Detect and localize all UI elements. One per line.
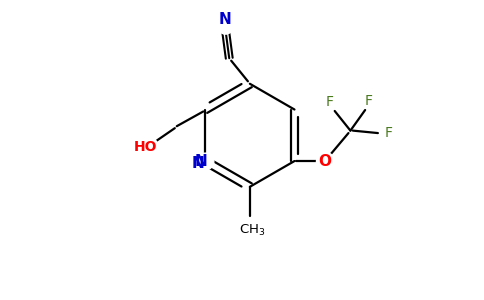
- Text: F: F: [326, 95, 334, 109]
- Text: N: N: [219, 13, 232, 28]
- Text: F: F: [365, 94, 373, 108]
- Text: CH$_3$: CH$_3$: [239, 222, 266, 238]
- Text: N: N: [195, 154, 208, 169]
- Text: O: O: [318, 154, 332, 169]
- Text: HO: HO: [134, 140, 157, 154]
- Text: N: N: [192, 156, 204, 171]
- Text: F: F: [385, 126, 393, 140]
